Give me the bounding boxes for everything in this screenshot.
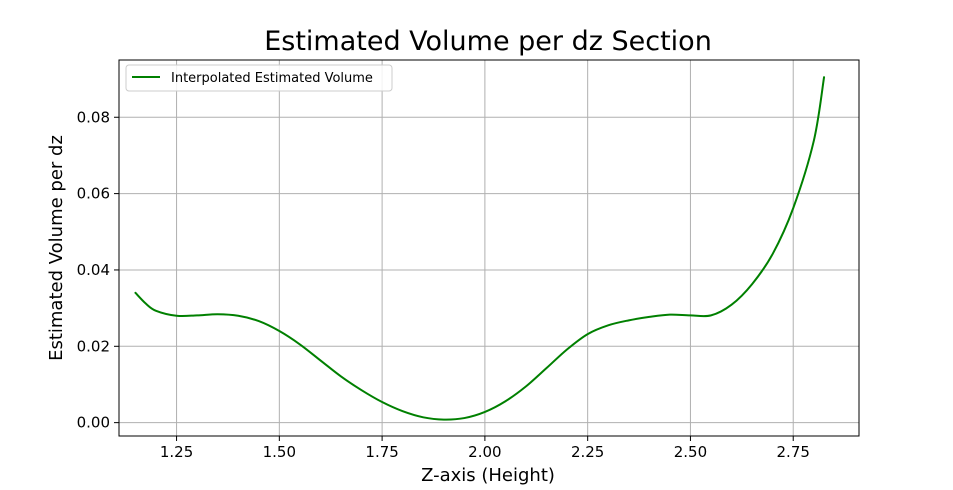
x-tick-label: 1.50	[263, 443, 296, 461]
y-tick-label: 0.02	[77, 337, 110, 355]
y-axis-label: Estimated Volume per dz	[46, 135, 67, 361]
y-tick-label: 0.08	[77, 108, 110, 126]
x-tick-label: 1.25	[160, 443, 193, 461]
y-tick-label: 0.06	[77, 185, 110, 203]
plot-frame	[118, 59, 860, 437]
series-line	[134, 76, 826, 421]
x-tick-label: 2.75	[777, 443, 810, 461]
x-tick-label: 2.50	[674, 443, 707, 461]
legend-entry-label: Interpolated Estimated Volume	[171, 71, 373, 86]
chart-title: Estimated Volume per dz Section	[264, 26, 712, 57]
legend-box	[125, 64, 393, 92]
x-tick-label: 2.25	[571, 443, 604, 461]
y-tick-label: 0.04	[77, 261, 110, 279]
y-axis-ticks: 0.00 0.02 0.04 0.06 0.08	[77, 108, 119, 432]
x-tick-label: 1.75	[365, 443, 398, 461]
legend: Interpolated Estimated Volume	[125, 64, 393, 92]
y-tick-label: 0.00	[77, 414, 110, 432]
series-layer	[134, 76, 826, 421]
x-axis-label: Z-axis (Height)	[421, 465, 555, 486]
x-axis-ticks: 1.25 1.50 1.75 2.00 2.25 2.50 2.75	[160, 436, 810, 461]
x-tick-label: 2.00	[468, 443, 501, 461]
grid	[119, 60, 859, 436]
